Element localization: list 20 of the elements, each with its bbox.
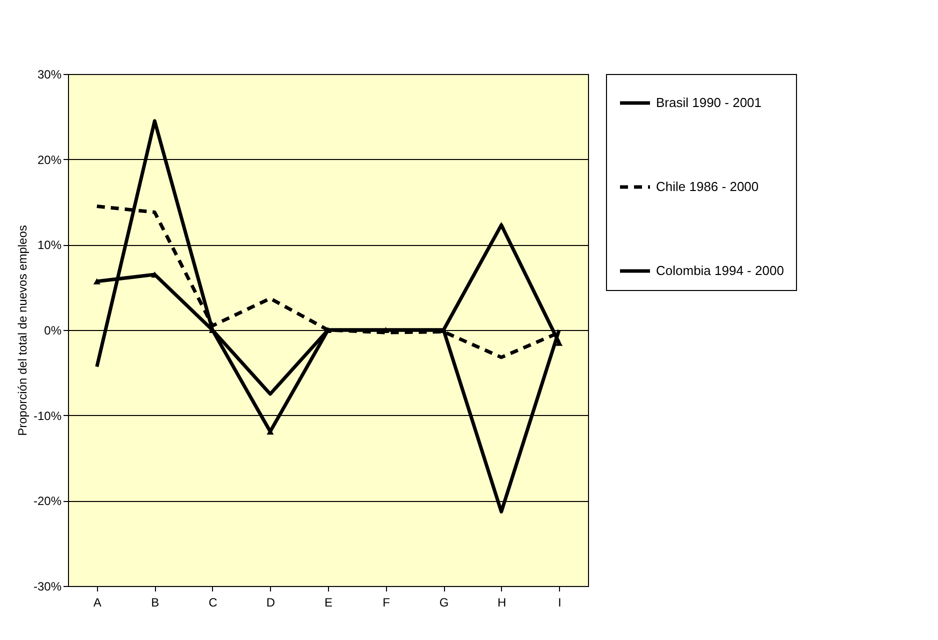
y-axis-title: Proporción del total de nuevos empleos bbox=[15, 225, 30, 436]
y-tick-label: -30% bbox=[33, 580, 62, 594]
y-tick-label: 10% bbox=[37, 238, 62, 252]
legend-label: Chile 1986 - 2000 bbox=[656, 179, 759, 194]
y-tick-label: 0% bbox=[44, 324, 62, 338]
x-tick-label: A bbox=[93, 596, 102, 610]
legend-label: Colombia 1994 - 2000 bbox=[656, 263, 784, 278]
x-tick-label: B bbox=[151, 596, 160, 610]
legend-label: Brasil 1990 - 2001 bbox=[656, 95, 762, 110]
y-tick-label: -20% bbox=[33, 494, 62, 508]
x-tick-label: I bbox=[558, 596, 562, 610]
x-tick-label: F bbox=[382, 596, 390, 610]
x-tick-label: E bbox=[324, 596, 333, 610]
y-tick-label: 30% bbox=[37, 68, 62, 82]
x-tick-label: C bbox=[208, 596, 218, 610]
x-tick-label: G bbox=[439, 596, 449, 610]
x-tick-label: D bbox=[266, 596, 276, 610]
x-tick-label: H bbox=[497, 596, 506, 610]
y-tick-label: -10% bbox=[33, 408, 62, 423]
y-tick-label: 20% bbox=[37, 152, 62, 167]
